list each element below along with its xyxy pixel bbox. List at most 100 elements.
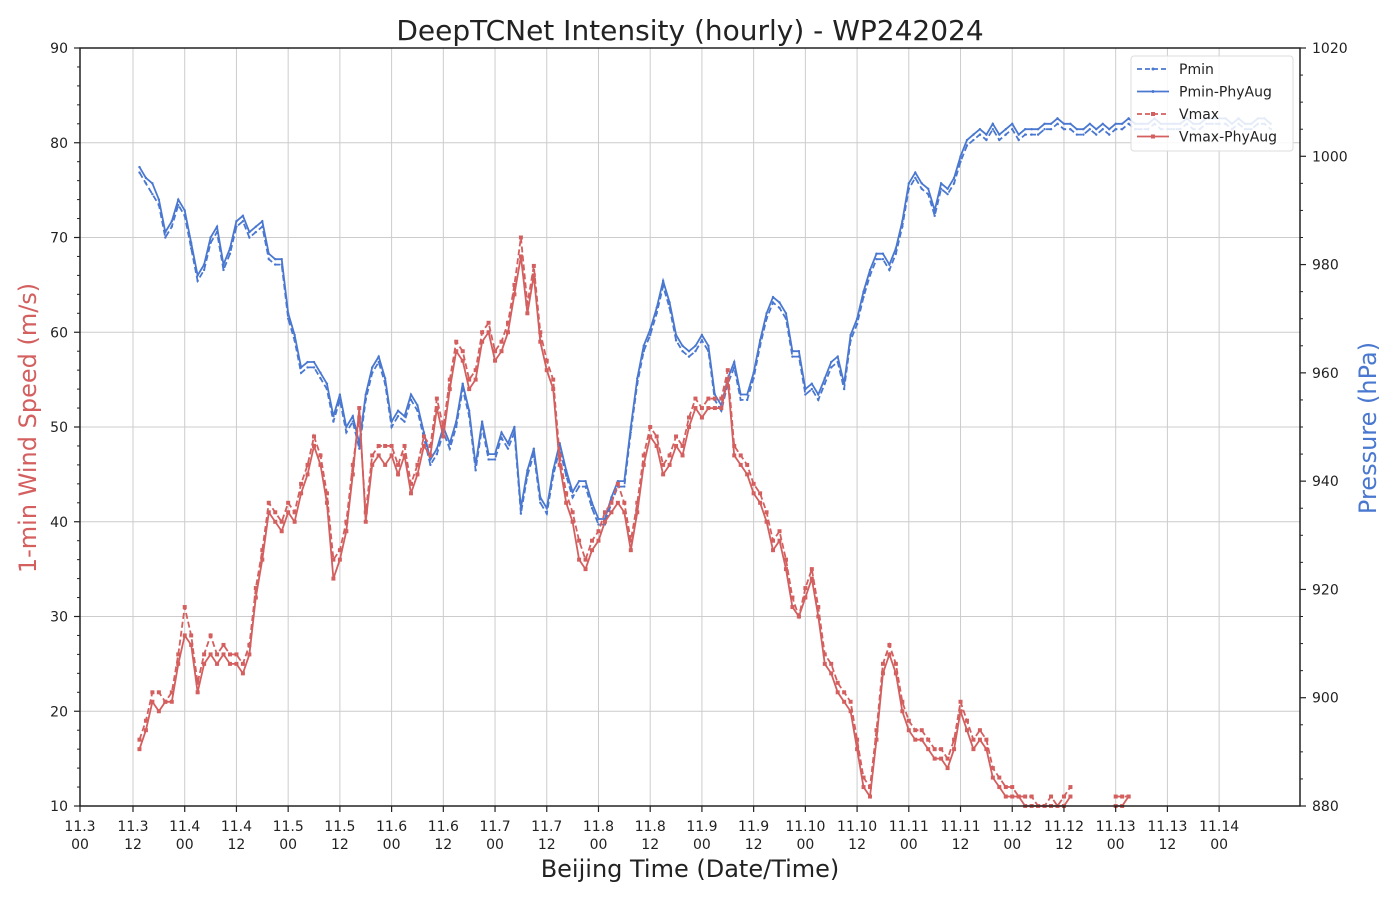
data-point bbox=[448, 442, 451, 445]
data-point bbox=[221, 642, 226, 647]
data-point bbox=[649, 328, 652, 331]
data-point bbox=[499, 349, 504, 354]
data-point bbox=[725, 368, 730, 373]
data-point bbox=[151, 192, 154, 196]
data-point bbox=[998, 138, 1001, 142]
data-point bbox=[234, 652, 239, 657]
data-point bbox=[169, 699, 174, 704]
data-point bbox=[408, 481, 413, 486]
data-point bbox=[182, 605, 187, 610]
data-point bbox=[629, 425, 633, 429]
left-y-tick-label: 70 bbox=[50, 231, 68, 247]
x-tick-label-date: 11.13 bbox=[1096, 819, 1136, 835]
data-point bbox=[933, 209, 936, 212]
data-point bbox=[906, 718, 911, 723]
data-point bbox=[803, 595, 808, 600]
data-point bbox=[182, 633, 187, 638]
data-point bbox=[848, 699, 853, 704]
data-point bbox=[686, 415, 691, 420]
data-point bbox=[1082, 128, 1085, 131]
left-y-tick-label: 30 bbox=[50, 610, 68, 626]
x-tick-label-date: 11.6 bbox=[428, 819, 459, 835]
data-point bbox=[990, 775, 995, 780]
data-point bbox=[461, 382, 464, 385]
data-point bbox=[1011, 122, 1014, 126]
data-point bbox=[345, 425, 348, 429]
data-point bbox=[196, 274, 199, 277]
data-point bbox=[306, 366, 309, 369]
data-point bbox=[505, 320, 510, 325]
right-y-tick-label: 960 bbox=[1312, 366, 1339, 382]
data-point bbox=[228, 252, 232, 255]
data-point bbox=[402, 443, 407, 448]
data-point bbox=[332, 414, 335, 418]
right-y-tick-label: 980 bbox=[1312, 258, 1339, 274]
data-point bbox=[506, 447, 510, 450]
data-point bbox=[552, 469, 555, 472]
data-point bbox=[189, 633, 194, 638]
data-point bbox=[602, 519, 607, 524]
data-point bbox=[312, 434, 317, 439]
data-point bbox=[674, 339, 678, 342]
data-point bbox=[415, 462, 420, 467]
data-point bbox=[913, 737, 918, 742]
data-point bbox=[557, 462, 562, 467]
x-tick-label-time: 12 bbox=[641, 837, 659, 853]
data-point bbox=[752, 371, 755, 375]
data-point bbox=[279, 529, 284, 534]
data-point bbox=[933, 214, 936, 218]
data-point bbox=[874, 737, 879, 742]
data-point bbox=[447, 377, 452, 382]
data-point bbox=[1120, 122, 1124, 126]
data-point bbox=[267, 257, 270, 261]
data-point bbox=[758, 339, 762, 342]
data-point bbox=[732, 453, 737, 458]
data-point bbox=[292, 510, 297, 515]
data-point bbox=[318, 462, 323, 467]
data-point bbox=[222, 268, 225, 272]
data-point bbox=[1016, 794, 1021, 799]
data-point bbox=[868, 268, 872, 272]
data-point bbox=[248, 230, 251, 234]
data-point bbox=[842, 699, 847, 704]
data-point bbox=[622, 500, 627, 505]
data-point bbox=[597, 523, 600, 526]
data-point bbox=[1023, 794, 1028, 799]
data-point bbox=[240, 671, 245, 676]
data-point bbox=[739, 398, 742, 402]
data-point bbox=[1049, 122, 1053, 126]
data-point bbox=[764, 519, 769, 524]
data-point bbox=[460, 349, 465, 354]
data-point bbox=[493, 358, 498, 363]
data-point bbox=[1126, 794, 1131, 799]
data-point bbox=[810, 387, 814, 391]
data-point bbox=[719, 396, 724, 401]
data-point bbox=[1068, 794, 1073, 799]
data-point bbox=[1049, 794, 1054, 799]
data-point bbox=[274, 263, 277, 266]
data-point bbox=[901, 220, 904, 223]
data-point bbox=[1127, 117, 1130, 120]
data-point bbox=[1120, 794, 1125, 799]
data-point bbox=[751, 481, 756, 486]
data-point bbox=[1075, 133, 1079, 136]
data-point bbox=[584, 479, 587, 483]
data-point bbox=[681, 350, 684, 353]
data-point bbox=[467, 377, 472, 382]
data-point bbox=[848, 709, 853, 714]
data-point bbox=[539, 501, 542, 504]
data-point bbox=[1030, 133, 1033, 136]
data-point bbox=[538, 330, 543, 335]
data-point bbox=[577, 557, 582, 562]
data-point bbox=[403, 414, 406, 418]
data-point bbox=[868, 785, 873, 790]
data-point bbox=[997, 785, 1002, 790]
data-point bbox=[460, 358, 465, 363]
legend-marker bbox=[1151, 112, 1155, 116]
data-point bbox=[842, 382, 846, 385]
data-point bbox=[396, 462, 401, 467]
right-y-axis-label: Pressure (hPa) bbox=[1354, 342, 1382, 514]
data-point bbox=[881, 257, 885, 261]
data-point bbox=[797, 350, 801, 353]
